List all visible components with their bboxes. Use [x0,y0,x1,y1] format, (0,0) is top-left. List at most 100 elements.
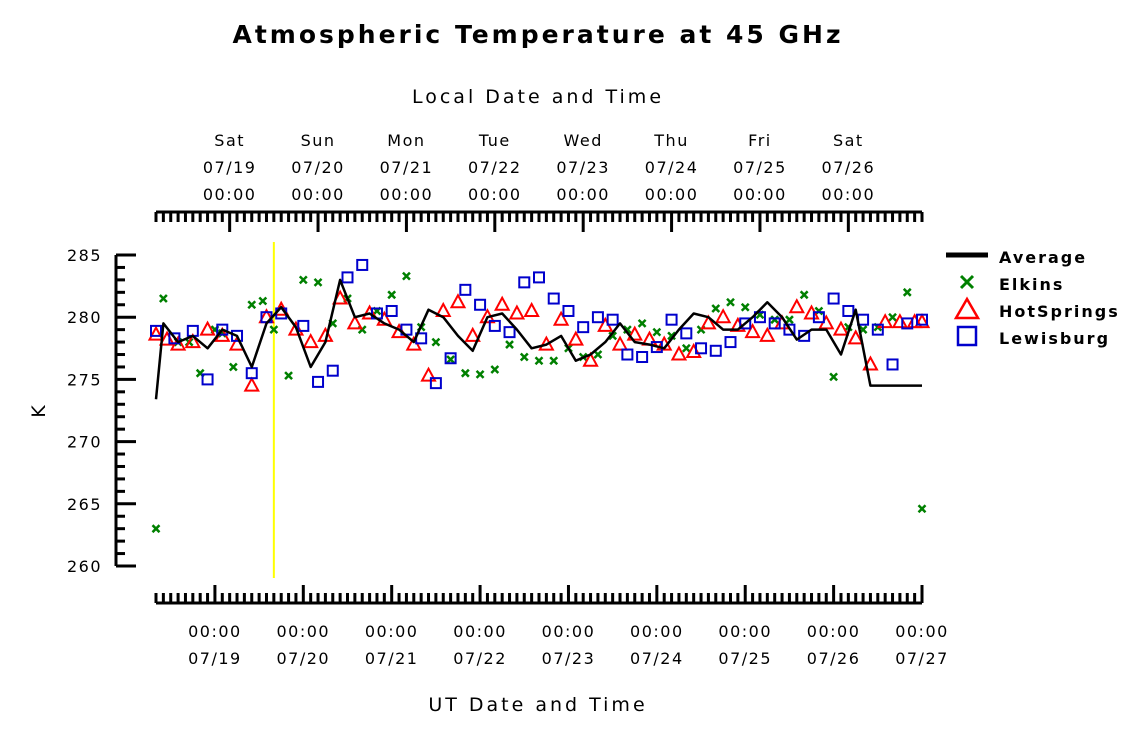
top-tick-date: 07/20 [291,158,345,177]
top-tick-day: Wed [563,131,602,150]
lewisburg-point [606,313,619,326]
elkins-point [446,355,455,364]
x-axis-title: UT Date and Time [428,694,647,716]
lewisburg-point [680,327,693,340]
y-tick-label: 275 [67,370,102,389]
lewisburg-point [665,313,678,326]
elkins-point-stroke [431,337,441,347]
hotsprings-point [147,325,165,341]
top-tick-date: 07/26 [822,158,876,177]
hotsprings-point [670,345,688,361]
elkins-point-stroke [740,302,750,312]
lewisburg-point [168,332,181,345]
lewisburg-point [201,373,214,386]
top-tick-date: 07/24 [645,158,699,177]
elkins-point-stroke [829,372,838,382]
series-hotsprings [147,289,931,392]
elkins-point [534,356,544,366]
elkins-point-stroke [151,524,161,534]
elkins-point-stroke [195,368,205,378]
elkins-point-stroke [652,327,662,337]
elkins-point-stroke [726,297,735,307]
lewisburg-point [459,283,472,296]
legend-label: HotSprings [999,302,1120,321]
elkins-point [711,304,721,313]
elkins-point [799,290,809,300]
hotsprings-point [759,326,776,342]
elkins-point [431,337,441,347]
top-tick-day: Sat [833,131,864,150]
legend-label: Average [999,248,1087,267]
elkins-point [313,277,323,287]
elkins-point [593,350,603,359]
hotsprings-point [199,320,216,336]
legend-label: Elkins [999,275,1064,294]
hotsprings-point [346,314,364,330]
top-tick-day: Fri [748,131,772,150]
legend-swatch-hotsprings [953,296,981,320]
elkins-point [770,315,780,325]
lewisburg-point [886,358,899,371]
elkins-point-stroke [158,294,168,303]
bottom-tick-time: 00:00 [453,622,507,641]
elkins-point-stroke [258,296,268,306]
lewisburg-point [827,292,840,305]
hotsprings-point [700,314,717,330]
hotsprings-point [913,313,931,329]
lewisburg-point [533,271,545,284]
elkins-point-stroke [608,331,618,341]
lewisburg-point [488,319,501,332]
elkins-point [519,352,529,362]
lewisburg-point [724,336,737,349]
hotsprings-point [420,366,437,382]
legend-item-hotsprings: HotSprings [953,296,1120,321]
elkins-point [284,371,293,381]
lewisburg-point [547,292,560,305]
elkins-point-stroke [313,277,323,287]
hotsprings-point [243,376,260,392]
elkins-point [549,356,559,366]
elkins-point-stroke [357,325,367,335]
elkins-point [505,340,514,349]
lewisburg-point [739,317,752,330]
elkins-point-stroke [667,331,676,341]
elkins-point-stroke [917,504,927,514]
lewisburg-point [768,317,781,330]
hotsprings-point [626,325,643,341]
elkins-point [608,331,618,341]
top-tick-day: Thu [653,131,689,150]
elkins-point [681,343,691,353]
top-tick-date: 07/21 [380,158,434,177]
top-tick-time: 00:00 [822,185,876,204]
lewisburg-point [916,313,928,326]
elkins-point-stroke [490,365,500,374]
lewisburg-point [636,351,649,364]
top-tick-day: Mon [387,131,425,150]
series-layer [147,258,931,534]
elkins-point [785,315,794,325]
legend-swatch-lewisburg [956,325,978,347]
elkins-point [652,327,662,337]
hotsprings-point [552,310,570,326]
elkins-point [490,365,500,374]
hotsprings-point [744,323,761,339]
y-axis-title: K [28,402,50,417]
elkins-point-stroke [770,315,780,325]
bottom-tick-time: 00:00 [277,622,331,641]
lewisburg-point [429,377,442,390]
elkins-point [228,362,238,372]
elkins-point [475,370,485,379]
bottom-tick-time: 00:00 [630,622,684,641]
elkins-point [258,296,268,306]
hotsprings-point [508,304,526,320]
elkins-point [637,319,647,328]
lewisburg-point [518,276,531,289]
lewisburg-point [783,323,796,336]
elkins-point [726,297,735,307]
lewisburg-point [798,329,811,342]
legend-item-average: Average [946,248,1087,267]
lewisburg-point [695,342,708,355]
y-tick-label: 260 [67,557,102,576]
hotsprings-point [611,335,629,351]
top-tick-date: 07/23 [556,158,610,177]
